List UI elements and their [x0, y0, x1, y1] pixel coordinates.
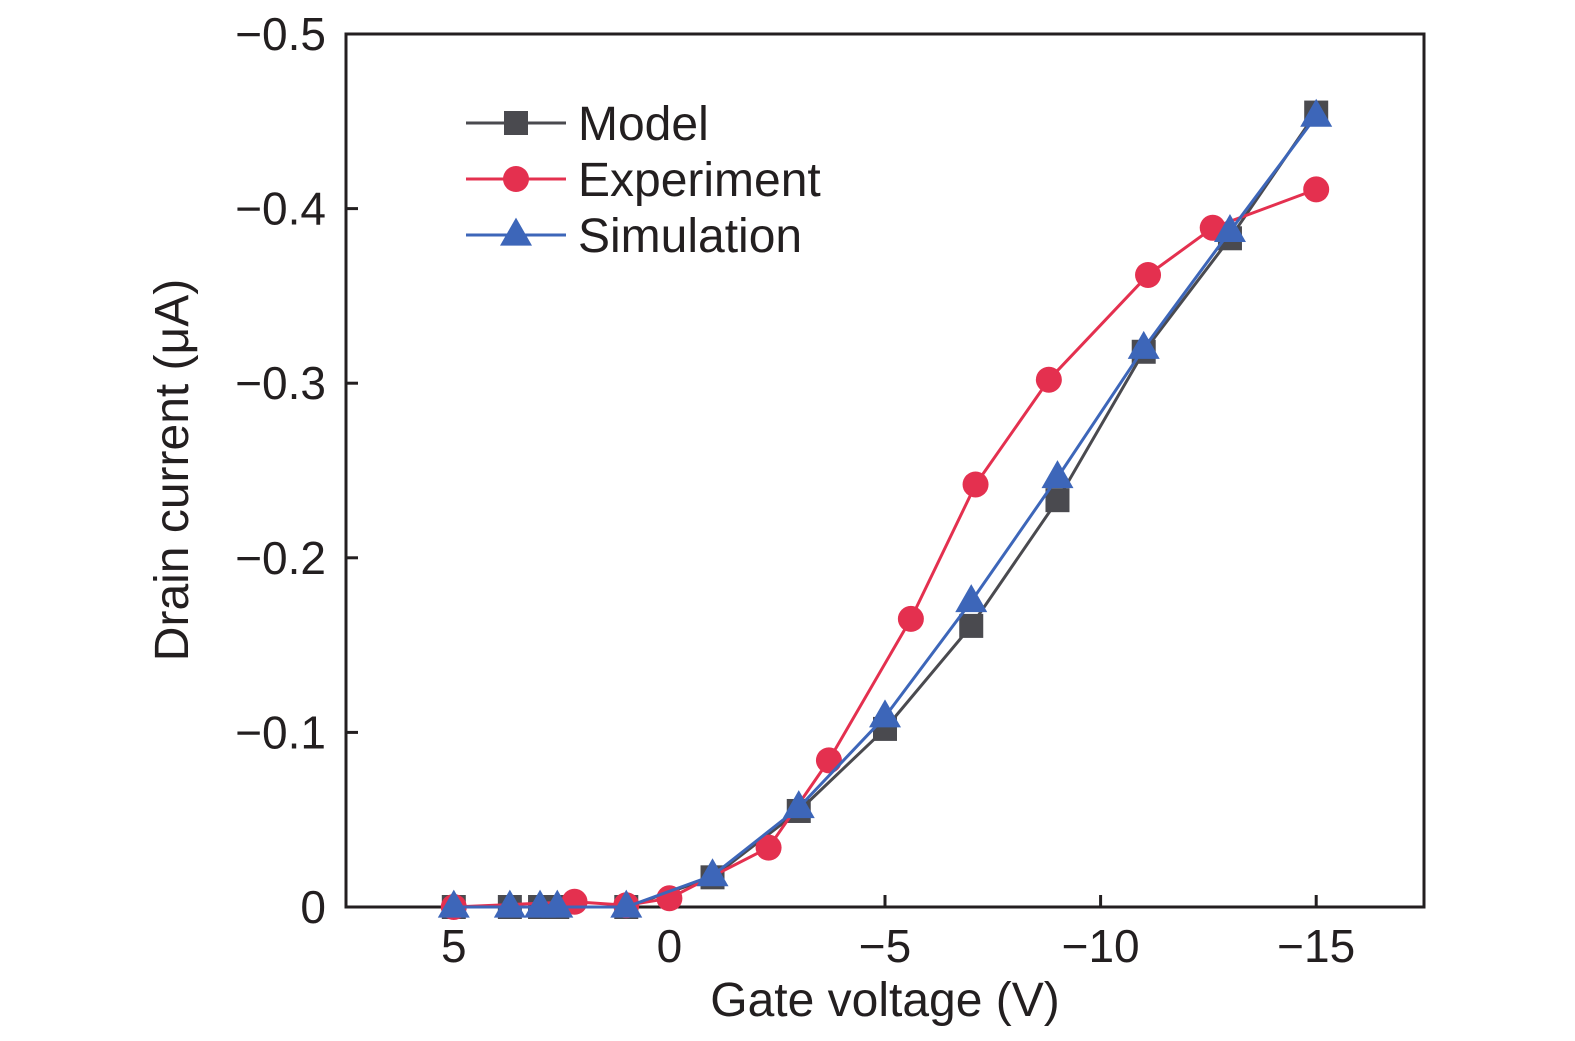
- data-point-simulation: [493, 889, 526, 918]
- data-point-simulation: [1213, 213, 1246, 242]
- legend-marker-model: [504, 111, 528, 135]
- data-point-simulation: [1127, 330, 1160, 359]
- tick-labels: 5 0 −5 −10 −15 0 −0.1 −0.2 −0.3 −0.4 −0.5: [235, 8, 1355, 972]
- y-tick-label: −0.2: [235, 532, 326, 584]
- x-tick-label: −15: [1277, 920, 1355, 972]
- data-point-experiment: [1135, 261, 1162, 288]
- y-tick-label: −0.3: [235, 357, 326, 409]
- y-tick-label: −0.4: [235, 183, 326, 235]
- x-tick-label: 0: [657, 920, 683, 972]
- data-point-experiment: [897, 605, 924, 632]
- x-axis-title: Gate voltage (V): [710, 974, 1060, 1027]
- data-point-experiment: [815, 747, 842, 774]
- legend-label-model: Model: [578, 98, 709, 151]
- y-tick-label: −0.1: [235, 706, 326, 758]
- data-point-simulation: [541, 889, 574, 918]
- data-point-simulation: [610, 889, 643, 918]
- data-point-model: [1045, 488, 1070, 513]
- data-point-experiment: [962, 471, 989, 498]
- axis-ticks: [346, 32, 1318, 909]
- data-point-simulation: [1041, 460, 1074, 489]
- legend-item-model: Model: [466, 98, 709, 151]
- y-tick-label: −0.5: [235, 8, 326, 60]
- data-point-experiment: [1303, 176, 1330, 203]
- y-tick-label: 0: [300, 881, 326, 933]
- series-layer: [437, 98, 1333, 920]
- x-tick-label: 5: [441, 920, 467, 972]
- legend-item-simulation: Simulation: [466, 210, 802, 263]
- data-point-simulation: [437, 889, 470, 918]
- series-simulation: [437, 98, 1333, 918]
- data-point-simulation: [696, 858, 729, 887]
- series-experiment: [440, 176, 1330, 920]
- legend-label-simulation: Simulation: [578, 210, 802, 263]
- legend-marker-experiment: [503, 166, 529, 192]
- data-point-simulation: [1300, 98, 1333, 127]
- y-axis-title: Drain current (μA): [146, 279, 199, 661]
- legend-item-experiment: Experiment: [466, 154, 821, 207]
- data-point-experiment: [656, 885, 683, 912]
- legend-marker-simulation: [500, 217, 532, 246]
- data-point-simulation: [869, 699, 901, 728]
- data-point-experiment: [1035, 366, 1062, 393]
- data-point-experiment: [755, 834, 782, 861]
- series-model: [441, 100, 1329, 919]
- x-tick-label: −5: [859, 920, 911, 972]
- data-point-simulation: [782, 790, 815, 819]
- data-point-model: [959, 613, 984, 638]
- x-tick-label: −10: [1062, 920, 1140, 972]
- legend-label-experiment: Experiment: [578, 154, 821, 207]
- plot-frame: [344, 32, 1426, 909]
- data-point-simulation: [955, 584, 988, 613]
